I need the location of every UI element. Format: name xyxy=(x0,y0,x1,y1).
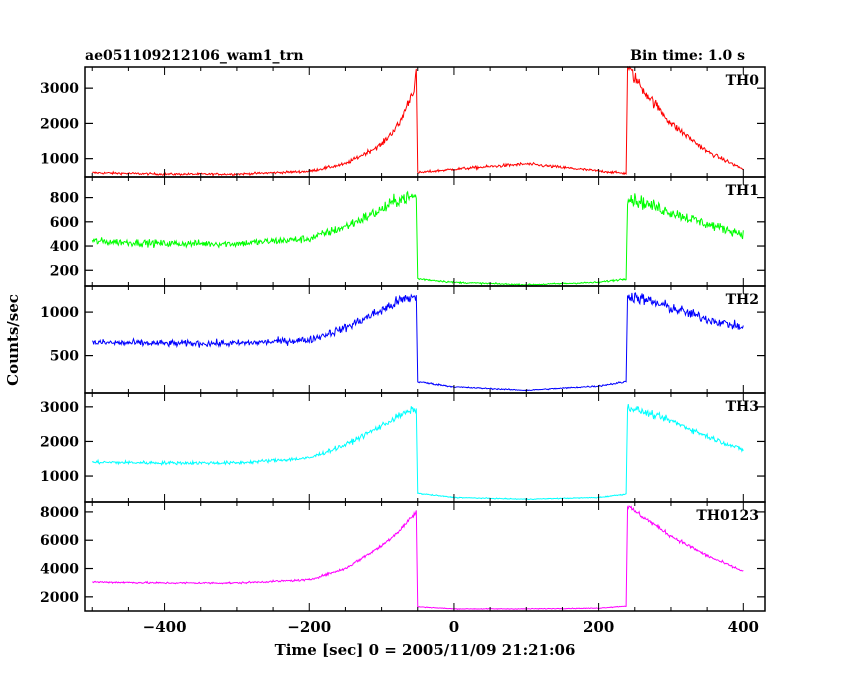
panel-frame-th0 xyxy=(84,66,766,178)
y-tick-label: 800 xyxy=(50,191,79,207)
y-tick-label: 600 xyxy=(50,215,79,231)
y-tick-label: 3000 xyxy=(40,81,79,97)
series-line-th0123 xyxy=(92,505,744,610)
x-axis-label: Time [sec] 0 = 2005/11/09 21:21:06 xyxy=(275,641,576,659)
bin-time-label: Bin time: 1.0 s xyxy=(630,48,745,64)
x-tick-label: 0 xyxy=(449,618,459,636)
panel-label-th0123: TH0123 xyxy=(696,508,759,524)
y-tick-label: 1000 xyxy=(40,469,79,485)
panel-label-th3: TH3 xyxy=(726,399,759,415)
panel-label-th0: TH0 xyxy=(726,73,760,89)
x-tick-label: 200 xyxy=(583,618,614,636)
chart-title: ae051109212106_wam1_trn xyxy=(85,48,304,64)
panel-frame-th1 xyxy=(84,176,766,287)
y-tick-label: 2000 xyxy=(40,434,79,450)
panel-label-th1: TH1 xyxy=(726,183,759,199)
y-axis-label: Counts/sec xyxy=(4,294,22,386)
panel-frame-th3 xyxy=(84,392,766,503)
x-tick-label: −400 xyxy=(143,618,187,636)
y-tick-label: 2000 xyxy=(40,590,79,606)
series-line-th2 xyxy=(91,292,744,392)
y-tick-label: 500 xyxy=(50,349,79,365)
y-tick-label: 3000 xyxy=(40,400,79,416)
y-tick-label: 6000 xyxy=(40,533,79,549)
series-line-th3 xyxy=(91,404,744,501)
x-tick-label: 400 xyxy=(728,618,759,636)
y-tick-label: 200 xyxy=(50,263,79,279)
panel-label-th2: TH2 xyxy=(726,292,759,308)
y-tick-label: 8000 xyxy=(40,505,79,521)
y-tick-label: 2000 xyxy=(40,116,79,132)
y-tick-label: 1000 xyxy=(40,152,79,168)
y-tick-label: 4000 xyxy=(40,562,79,578)
x-tick-label: −200 xyxy=(287,618,331,636)
series-line-th0 xyxy=(92,65,744,177)
y-tick-label: 400 xyxy=(50,239,79,255)
panel-frame-th0123 xyxy=(84,501,766,612)
series-line-th1 xyxy=(91,190,744,287)
y-tick-label: 1000 xyxy=(40,305,79,321)
